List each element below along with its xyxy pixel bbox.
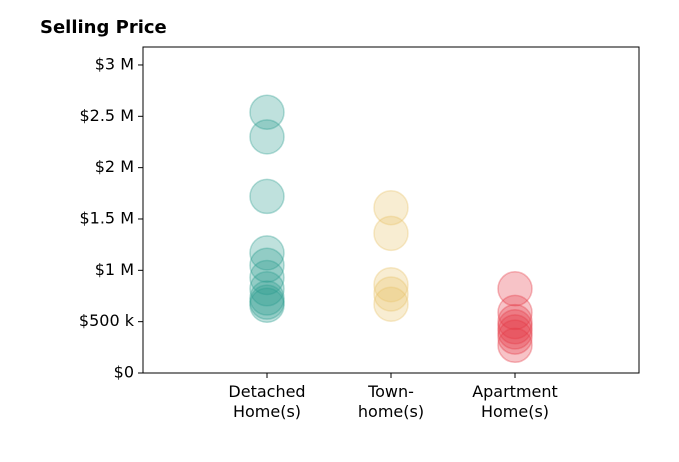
point (249, 284, 285, 320)
y-tick-label: $1.5 M (79, 208, 134, 227)
y-tick-label: $0 (114, 363, 134, 382)
point (497, 327, 533, 364)
y-tick-label: $2.5 M (79, 106, 134, 125)
x-tick-label: Apartment Home(s) (472, 382, 558, 421)
point (497, 294, 533, 331)
point (249, 178, 285, 215)
y-tick-label: $2 M (95, 157, 134, 176)
point (249, 119, 285, 155)
point (249, 287, 285, 323)
point (249, 280, 285, 316)
point (497, 303, 533, 340)
point (373, 286, 409, 322)
point (373, 189, 409, 226)
point (249, 271, 285, 307)
y-tick-label: $500 k (79, 311, 135, 330)
point (373, 266, 409, 303)
point (249, 94, 285, 130)
point (373, 276, 409, 312)
point (249, 259, 285, 296)
chart-title: Selling Price (40, 17, 167, 38)
point (497, 309, 533, 345)
point (249, 247, 285, 283)
point (497, 319, 533, 355)
point (497, 271, 533, 307)
y-tick-label: $1 M (95, 260, 134, 279)
point (497, 314, 533, 350)
x-tick-label: Detached Home(s) (228, 382, 306, 421)
point (249, 235, 285, 271)
y-tick-label: $3 M (95, 54, 134, 73)
point (373, 215, 409, 252)
x-tick-label: Town- home(s) (357, 382, 425, 421)
